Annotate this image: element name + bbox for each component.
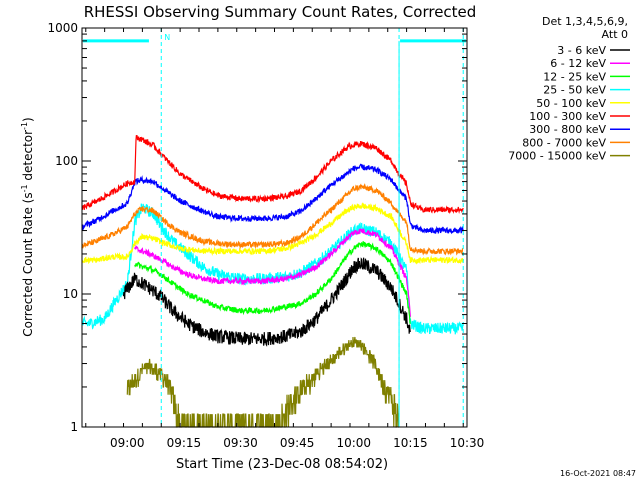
legend-label-0: 3 - 6 keV [557, 44, 606, 57]
legend-label-3: 25 - 50 keV [543, 84, 606, 97]
x-tick-label-2: 09:30 [223, 436, 258, 450]
x-tick-label-5: 10:15 [393, 436, 428, 450]
legend-label-8: 7000 - 15000 keV [508, 150, 606, 163]
night-marker: N [164, 33, 170, 42]
x-axis: 09:00 09:15 09:30 09:45 10:00 10:15 10:30 [85, 28, 485, 450]
y-tick-label-3: 1000 [47, 21, 78, 35]
series-line-1 [134, 228, 411, 317]
series-line-3 [81, 203, 464, 335]
x-tick-label-1: 09:15 [167, 436, 202, 450]
y-axis-label-main: Corrected Count Rate (s [21, 192, 35, 336]
series-line-5 [81, 135, 464, 215]
y-axis-label-mid: detector [21, 130, 35, 185]
legend-label-4: 50 - 100 keV [536, 97, 606, 110]
legend-label-2: 12 - 25 keV [543, 70, 606, 83]
y-axis-label-end: ) [21, 117, 35, 122]
y-tick-label-2: 100 [55, 154, 78, 168]
series-line-6 [81, 163, 464, 235]
x-tick-label-3: 09:45 [280, 436, 315, 450]
y-axis-label-sup2: -1 [20, 122, 29, 130]
series-line-8 [126, 336, 400, 428]
legend-label-5: 100 - 300 keV [529, 110, 606, 123]
footer-timestamp: 16-Oct-2021 08:47 [560, 469, 636, 478]
legend-label-1: 6 - 12 keV [550, 57, 606, 70]
y-tick-label-0: 1 [70, 420, 78, 434]
legend-label-6: 300 - 800 keV [529, 123, 606, 136]
series-line-7 [81, 183, 464, 256]
overlay-group: N [83, 28, 466, 427]
x-tick-label-0: 09:00 [110, 436, 145, 450]
y-axis-label: Corrected Count Rate (s-1 detector-1) [20, 117, 35, 336]
y-axis: 1 10 100 1000 [47, 21, 467, 434]
chart-title: RHESSI Observing Summary Count Rates, Co… [84, 3, 477, 21]
series-line-0 [122, 257, 411, 347]
series-line-4 [81, 202, 464, 265]
legend-header-2: Att 0 [602, 28, 628, 41]
legend-label-7: 800 - 7000 keV [522, 136, 606, 149]
legend-header-1: Det 1,3,4,5,6,9, [542, 15, 628, 28]
y-tick-label-1: 10 [63, 287, 78, 301]
y-axis-label-sup1: -1 [20, 184, 29, 192]
x-axis-label: Start Time (23-Dec-08 08:54:02) [176, 457, 388, 472]
x-tick-label-6: 10:30 [450, 436, 485, 450]
plot-series-group [81, 135, 464, 428]
series-line-2 [134, 241, 411, 325]
x-tick-label-4: 10:00 [336, 436, 371, 450]
